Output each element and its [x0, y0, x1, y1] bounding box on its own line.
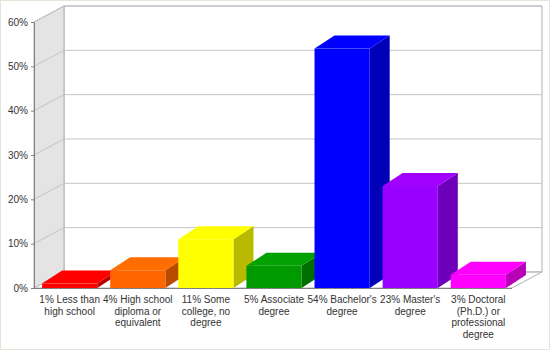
- y-tick-mark: [31, 66, 34, 67]
- x-tick-label-line: 3% Doctoral: [451, 294, 505, 305]
- bar: [42, 284, 97, 288]
- x-tick-label-line: degree: [463, 329, 495, 340]
- bar: [451, 275, 506, 288]
- bar-group: [42, 271, 117, 288]
- bar-group: [315, 36, 390, 288]
- y-tick-label: 60%: [8, 17, 28, 28]
- grid-line: [34, 183, 542, 199]
- x-tick-label-line: equivalent: [115, 317, 161, 328]
- bar-top: [246, 253, 321, 266]
- x-axis: 1% Less thanhigh school4% High schooldip…: [34, 288, 512, 340]
- bar: [110, 270, 165, 288]
- x-tick-label-line: degree: [395, 306, 427, 317]
- x-tick: 54% Bachelor'sdegree: [308, 288, 377, 317]
- x-tick-label-line: 23% Master's: [380, 294, 440, 305]
- bar-group: [383, 173, 458, 288]
- y-tick-label: 0%: [14, 283, 29, 294]
- x-tick-label-line: 54% Bachelor's: [308, 294, 377, 305]
- x-tick-label-line: professional: [451, 317, 505, 328]
- bar-top: [383, 173, 458, 186]
- grid-line: [34, 139, 542, 155]
- x-tick-label-line: college, no: [182, 306, 231, 317]
- bars: [42, 36, 526, 288]
- x-tick-label-line: 4% High school: [103, 294, 172, 305]
- x-tick-label: 3% Doctoral(Ph.D.) orprofessionaldegree: [451, 294, 505, 340]
- y-tick: 30%: [8, 150, 34, 161]
- x-tick-label-line: degree: [327, 306, 359, 317]
- x-tick: 23% Master'sdegree: [380, 288, 440, 317]
- x-tick-label-line: degree: [190, 317, 222, 328]
- bar-top: [178, 226, 253, 239]
- y-tick-label: 30%: [8, 150, 28, 161]
- bar: [246, 266, 301, 288]
- y-tick-mark: [31, 155, 34, 156]
- bar-side: [438, 173, 458, 288]
- x-tick-label-line: 5% Associate: [244, 294, 304, 305]
- x-axis-line: [34, 288, 512, 289]
- x-tick-label-line: (Ph.D.) or: [457, 306, 501, 317]
- bar-top: [42, 271, 117, 284]
- chart: 0% 10% 20% 30% 40% 50% 60% 1% Less thanhigh sch…: [0, 0, 550, 350]
- bar: [315, 49, 370, 288]
- y-tick: 10%: [8, 238, 34, 249]
- bar-group: [178, 226, 253, 288]
- y-tick-mark: [31, 111, 34, 112]
- x-tick-label: 5% Associatedegree: [244, 294, 304, 317]
- x-tick-label-line: degree: [258, 306, 290, 317]
- bar-group: [246, 253, 321, 288]
- y-tick-mark: [31, 288, 34, 289]
- y-tick: 40%: [8, 105, 34, 116]
- x-tick-label: 4% High schooldiploma orequivalent: [103, 294, 172, 328]
- x-tick-label-line: 1% Less than: [39, 294, 100, 305]
- x-tick-label: 23% Master'sdegree: [380, 294, 440, 317]
- x-tick-label: 11% Somecollege, nodegree: [182, 294, 231, 328]
- y-tick-label: 20%: [8, 194, 28, 205]
- x-tick-label-line: high school: [44, 306, 95, 317]
- x-tick: 5% Associatedegree: [244, 288, 304, 317]
- y-tick-label: 50%: [8, 61, 28, 72]
- x-tick: 3% Doctoral(Ph.D.) orprofessionaldegree: [451, 288, 505, 340]
- bar-top: [315, 36, 390, 49]
- y-axis-line: [31, 23, 35, 289]
- y-tick-label: 10%: [8, 238, 28, 249]
- x-tick: 4% High schooldiploma orequivalent: [103, 288, 172, 328]
- y-tick-mark: [31, 244, 34, 245]
- grid-line: [34, 50, 542, 66]
- x-tick-label-line: 11% Some: [182, 294, 231, 305]
- bar: [383, 186, 438, 288]
- y-tick-mark: [31, 199, 34, 200]
- y-tick: 0%: [14, 283, 34, 294]
- bar-group: [451, 262, 526, 288]
- grid-line: [34, 6, 542, 22]
- bar-top: [451, 262, 526, 275]
- y-tick: 20%: [8, 194, 34, 205]
- x-tick-label: 54% Bachelor'sdegree: [308, 294, 377, 317]
- y-tick: 60%: [8, 17, 34, 28]
- y-tick-mark: [31, 22, 34, 23]
- background: [1, 1, 550, 350]
- x-tick-label: 1% Less thanhigh school: [39, 294, 100, 317]
- bar: [178, 239, 233, 288]
- grid: [34, 6, 542, 288]
- x-tick: 11% Somecollege, nodegree: [182, 288, 231, 328]
- bar-top: [110, 257, 185, 270]
- x-tick-label-line: diploma or: [114, 306, 161, 317]
- grid-line: [34, 228, 542, 244]
- x-tick: 1% Less thanhigh school: [39, 288, 100, 317]
- bar-group: [110, 257, 185, 288]
- y-tick-label: 40%: [8, 105, 28, 116]
- y-axis: 0% 10% 20% 30% 40% 50% 60%: [8, 17, 35, 294]
- y-tick: 50%: [8, 61, 34, 72]
- grid-line: [34, 95, 542, 111]
